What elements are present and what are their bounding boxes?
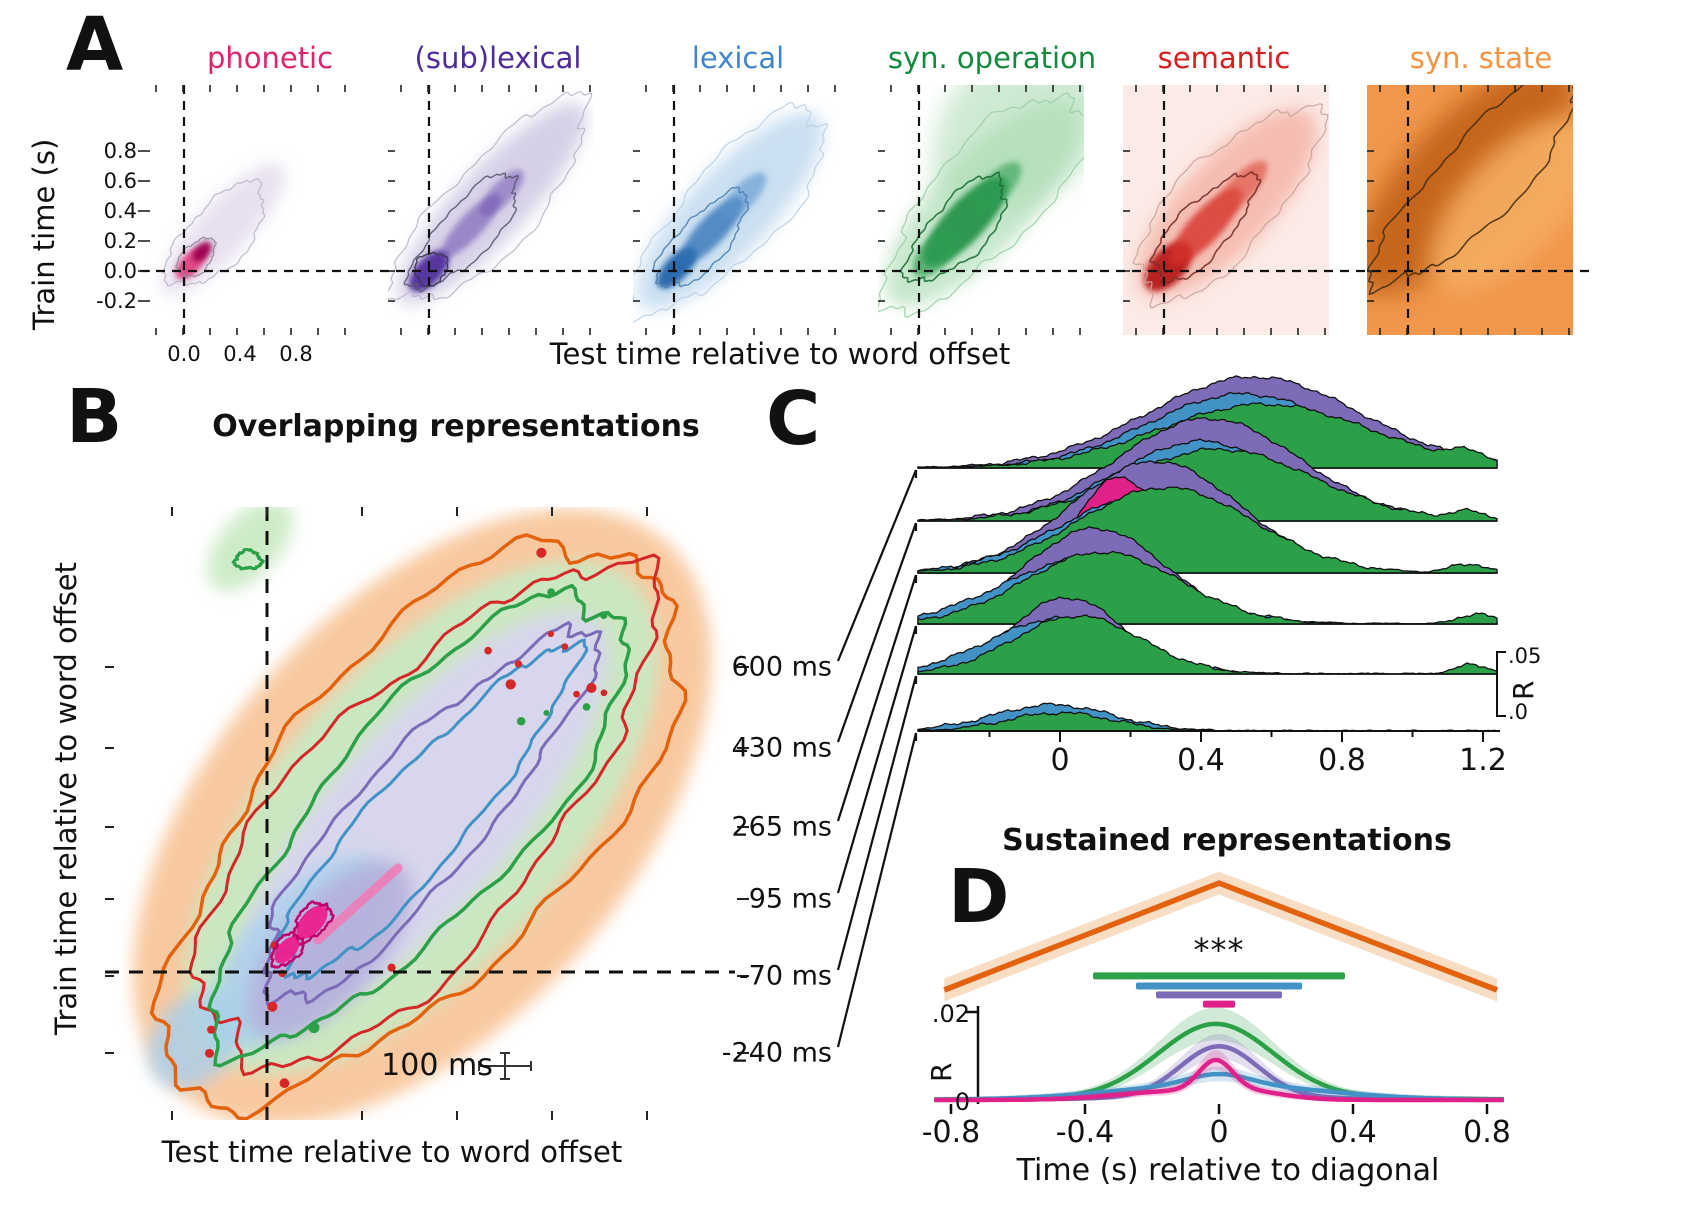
syn-state-band [944,871,1498,1002]
panel-d-xlabel: Time (s) relative to diagonal [1016,1153,1440,1188]
panel-a-ytick-1: 0.6 [103,169,137,193]
panel-d-xtick-1: -0.4 [1055,1115,1115,1150]
panel-d-lines [934,871,1504,1114]
sig-bar-sublexical [1156,991,1282,999]
panel-b-title: Overlapping representations [212,409,700,444]
panel-a-xlabel: Test time relative to word offset [549,337,1011,371]
heatmap-phonetic [161,163,285,295]
panel-a-heatmaps [138,85,1596,335]
panel-d-ylabel: R [925,1062,958,1082]
panel-d-title: Sustained representations [1002,823,1452,858]
panel-a-title-syn-state: syn. state [1409,41,1553,75]
panel-a-ytick-4: 0.0 [103,259,137,283]
panel-c-xtick-3: 1.2 [1459,743,1507,778]
panel-c-slice-label-95ms: 95 ms [748,883,832,915]
panel-a-xtick-2: 0.8 [279,342,313,366]
sig-bar-lexical [1135,982,1303,990]
panel-b-ylabel: Train time relative to word offset [49,561,83,1035]
panel-a-ytick-3: 0.2 [103,229,137,253]
panel-c-scale-bottom: .0 [1508,700,1529,724]
panel-a-ylabel: Train time (s) [27,138,61,330]
curve-phonetic [934,1057,1504,1103]
panel-a-ytick-5: -0.2 [96,289,137,313]
panel-d-letter: D [948,854,1010,940]
heatmap-lexical [633,101,828,324]
panel-a-title-phonetic: phonetic [206,41,334,75]
panel-b-scalebar-label: 100 ms [381,1048,493,1083]
panel-c-ridges [836,375,1506,1048]
panel-c-xtick-0: 0 [1050,743,1070,778]
panel-a-letter: A [66,2,124,88]
panel-b-xlabel: Test time relative to word offset [161,1135,623,1169]
panel-c-slice-label-600ms: 600 ms [731,651,833,683]
panel-a-ytick-0: 0.8 [103,139,137,163]
heatmap-semantic [1123,85,1329,335]
panel-c-letter: C [766,376,821,462]
panel-a-title-lexical: lexical [691,41,785,75]
contour-semantic [188,553,661,1077]
panel-d-ytick-0: .0 [947,1088,970,1116]
panel-d-xtick-2: 0 [1209,1115,1229,1150]
panel-c-slice-label--240ms: -240 ms [721,1037,832,1069]
panel-c-slice-label-265ms: 265 ms [731,811,833,843]
panel-d-xtick-4: 0.8 [1463,1115,1511,1150]
sig-bar-phonetic [1202,1000,1236,1008]
ridge--70ms [917,596,1498,675]
panel-d-xtick-0: -0.8 [921,1115,981,1150]
panel-c-scale-r-label: R [1507,680,1540,700]
panel-a-title-sublexical: (sub)lexical [414,41,582,75]
panel-d-xtick-3: 0.4 [1329,1115,1377,1150]
panel-a-ytick-2: 0.4 [103,199,137,223]
panel-b-letter: B [66,374,123,460]
panel-a-xtick-0: 0.0 [167,342,201,366]
panel-c-slice-label-430ms: 430 ms [731,732,833,764]
heatmap-(sub)lexical [388,90,593,305]
contour-syn. operation [207,583,632,1068]
contour-lexical [274,638,589,981]
panel-d-significance-stars: *** [1193,931,1245,969]
panel-a-title-semantic: semantic [1157,41,1291,75]
contour-syn. state [149,533,688,1120]
panel-c-scale-top: .05 [1508,644,1542,668]
panel-a-xtick-1: 0.4 [223,342,257,366]
heatmap-syn. operation [878,85,1084,318]
sig-bar-synoperation [1093,972,1345,980]
panel-c-xtick-1: 0.4 [1177,743,1225,778]
panel-d-ytick-02: .02 [931,1000,970,1028]
ridge--240ms [917,702,1498,732]
panel-c-slice-label--70ms: -70 ms [738,960,832,992]
panel-c-xtick-2: 0.8 [1318,743,1366,778]
panel-a-title-syn-operation: syn. operation [887,41,1097,75]
panel-b-contour-map [105,507,749,1120]
syn-state-line [943,880,1499,993]
